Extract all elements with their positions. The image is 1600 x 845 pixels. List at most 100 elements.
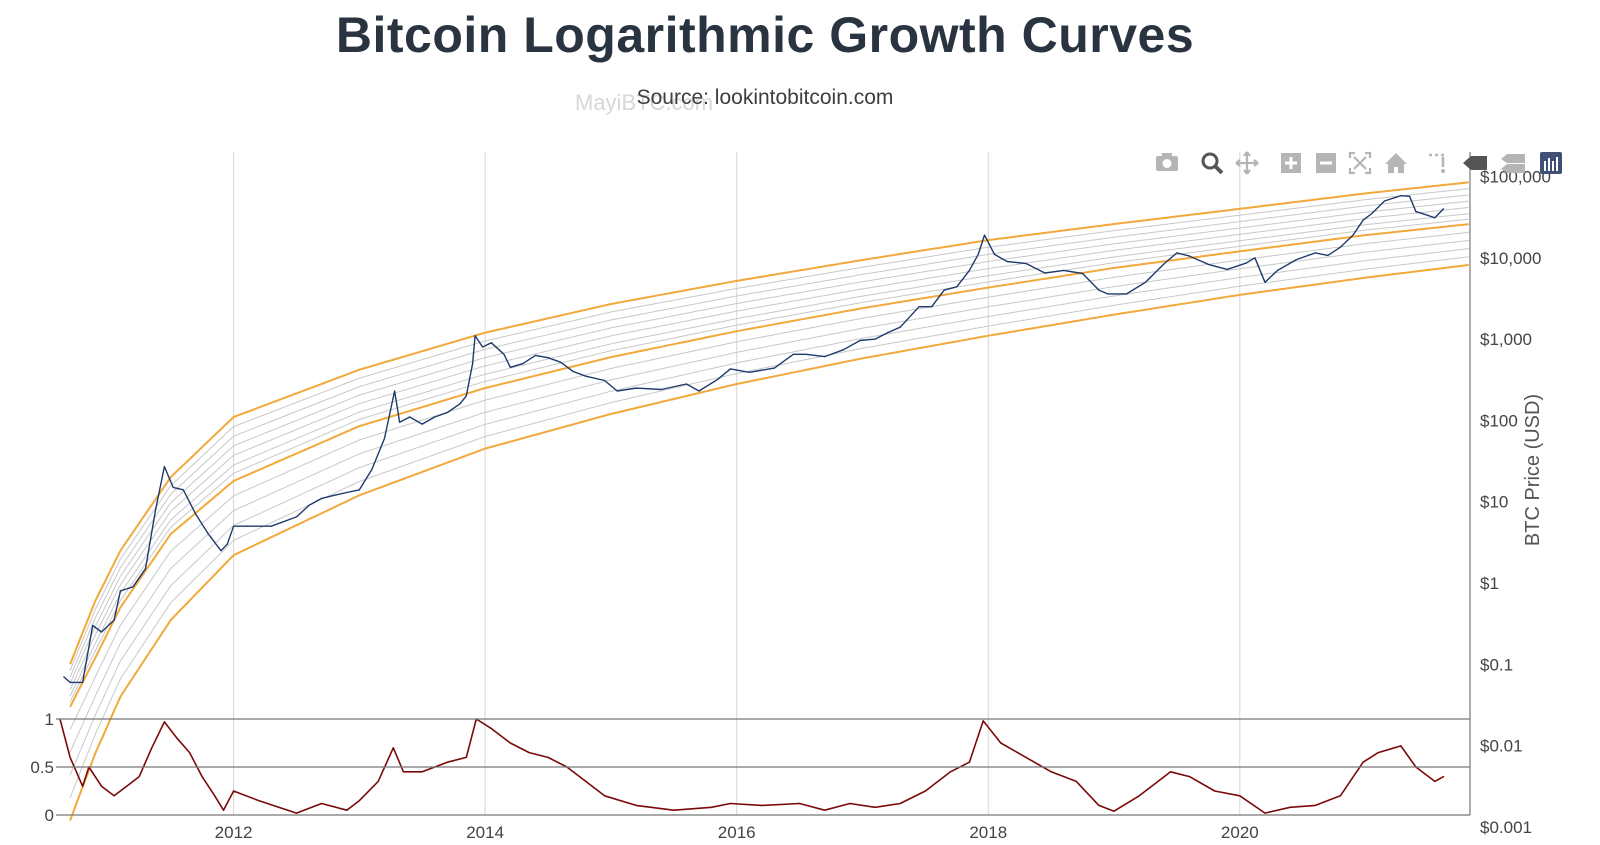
btc-price-point bbox=[1371, 212, 1373, 215]
oscillator-point bbox=[1000, 742, 1002, 744]
btc-price-point bbox=[685, 383, 688, 385]
oscillator-point bbox=[604, 795, 606, 797]
btc-price-point bbox=[509, 366, 511, 368]
y-tick-label: $0.01 bbox=[1480, 737, 1523, 756]
oscillator-point bbox=[151, 747, 153, 749]
oscillator-point bbox=[100, 785, 103, 787]
oscillator-point bbox=[1289, 806, 1291, 808]
btc-price-point bbox=[572, 370, 574, 373]
spike-lines-icon[interactable] bbox=[1429, 153, 1445, 173]
oscillator-point bbox=[968, 761, 971, 763]
btc-price-point bbox=[144, 568, 147, 570]
oscillator-point bbox=[201, 776, 203, 778]
chart-subtitle: Source: lookintobitcoin.com bbox=[636, 86, 894, 109]
btc-price-point bbox=[843, 349, 845, 351]
btc-price-point bbox=[859, 339, 861, 342]
btc-price-point bbox=[1126, 293, 1128, 295]
oscillator-point bbox=[421, 771, 423, 773]
btc-price-point bbox=[874, 338, 876, 340]
oscillator-point bbox=[490, 728, 492, 730]
btc-price-point bbox=[1107, 293, 1109, 295]
modebar[interactable] bbox=[1156, 151, 1562, 175]
oscillator-point bbox=[924, 790, 927, 792]
oscillator-point bbox=[1113, 810, 1115, 812]
btc-price-point bbox=[472, 363, 474, 365]
btc-price-point bbox=[547, 357, 549, 359]
btc-price-point bbox=[1295, 259, 1297, 261]
btc-price-point bbox=[1314, 252, 1316, 254]
oscillator-point bbox=[1188, 776, 1191, 778]
plotly-logo-icon[interactable] bbox=[1540, 152, 1562, 174]
btc-price-point bbox=[585, 375, 587, 377]
oscillator-tick-label: 0.5 bbox=[30, 758, 54, 777]
oscillator-point bbox=[635, 804, 637, 807]
lower-growth-curve bbox=[69, 264, 1469, 821]
btc-price-point bbox=[899, 326, 901, 328]
x-tick-label: 2018 bbox=[969, 823, 1007, 842]
zoom-icon[interactable] bbox=[1201, 152, 1224, 175]
inner-growth-curve bbox=[69, 218, 1469, 703]
oscillator-point bbox=[1264, 812, 1266, 814]
autoscale-icon[interactable] bbox=[1348, 151, 1372, 175]
zoom-out-icon[interactable] bbox=[1316, 153, 1336, 173]
btc-price-point bbox=[1415, 211, 1417, 213]
btc-price-point bbox=[1352, 234, 1354, 236]
oscillator-line bbox=[59, 718, 1444, 814]
oscillator-point bbox=[1239, 795, 1241, 797]
oscillator-point bbox=[295, 812, 298, 814]
btc-price-point bbox=[1188, 255, 1191, 257]
btc-price-point bbox=[1207, 263, 1209, 265]
price-series[interactable] bbox=[63, 195, 1445, 684]
btc-price-point bbox=[195, 513, 197, 515]
btc-price-point bbox=[1277, 269, 1279, 271]
btc-price-point bbox=[918, 306, 920, 308]
btc-price-point bbox=[233, 525, 235, 527]
hover-closest-icon[interactable] bbox=[1463, 156, 1487, 170]
oscillator-point bbox=[258, 800, 260, 802]
btc-price-point bbox=[635, 387, 637, 389]
btc-price-point bbox=[931, 306, 933, 308]
btc-price-point bbox=[446, 411, 448, 414]
btc-price-point bbox=[1163, 262, 1165, 265]
zoom-in-icon[interactable] bbox=[1281, 153, 1301, 173]
btc-price-point bbox=[993, 253, 996, 255]
btc-price-point bbox=[434, 416, 436, 418]
pan-icon[interactable] bbox=[1235, 151, 1259, 175]
btc-price-point bbox=[92, 624, 94, 627]
reset-axes-icon[interactable] bbox=[1385, 153, 1407, 173]
btc-price-point bbox=[226, 543, 228, 545]
oscillator-point bbox=[176, 737, 178, 739]
btc-price-point bbox=[399, 421, 401, 423]
btc-price-point bbox=[983, 234, 986, 236]
btc-price-point bbox=[824, 356, 826, 358]
btc-price-point bbox=[1427, 215, 1430, 217]
y-tick-label: $100 bbox=[1480, 411, 1518, 430]
oscillator-point bbox=[321, 802, 323, 805]
oscillator-point bbox=[710, 806, 713, 808]
oscillator-point bbox=[402, 771, 404, 773]
btc-price-point bbox=[805, 353, 807, 355]
oscillator-point bbox=[849, 802, 851, 805]
btc-price-point bbox=[63, 676, 65, 678]
middle-growth-curve bbox=[69, 223, 1469, 708]
x-tick-label: 2012 bbox=[215, 823, 253, 842]
btc-price-point bbox=[616, 390, 618, 392]
oscillator-point bbox=[761, 804, 763, 807]
axis-layer: 2012 2014 2016 2018 2020 $0.001 $0.01 $0.1 $1 $10… bbox=[30, 152, 1551, 842]
btc-price-point bbox=[482, 346, 484, 348]
hover-compare-icon[interactable] bbox=[1501, 154, 1525, 173]
btc-price-point bbox=[409, 416, 411, 418]
camera-icon[interactable] bbox=[1156, 153, 1178, 171]
oscillator-panel[interactable] bbox=[59, 718, 1445, 814]
oscillator-point bbox=[673, 809, 675, 811]
oscillator-point bbox=[189, 752, 191, 754]
btc-price-point bbox=[748, 371, 750, 373]
watermark-text: MayiBTC.com bbox=[575, 90, 714, 115]
oscillator-point bbox=[1434, 780, 1436, 783]
y-tick-label: $1 bbox=[1480, 574, 1499, 593]
oscillator-point bbox=[1025, 756, 1027, 759]
btc-price-point bbox=[560, 361, 562, 363]
oscillator-point bbox=[126, 785, 128, 787]
oscillator-point bbox=[69, 756, 71, 759]
